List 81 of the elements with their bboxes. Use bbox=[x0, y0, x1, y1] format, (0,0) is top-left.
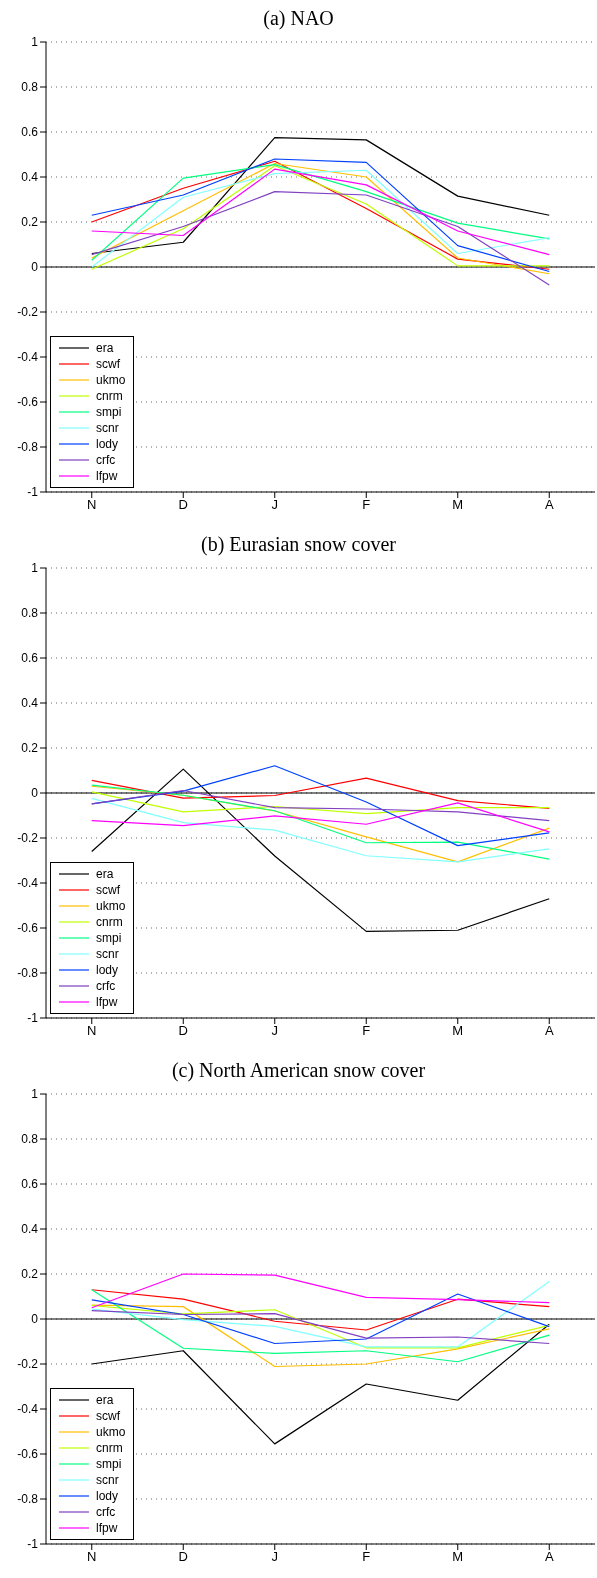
y-tick-label: 0.4 bbox=[21, 1222, 39, 1237]
legend-label: lfpw bbox=[96, 1521, 118, 1535]
y-tick-label: 0.6 bbox=[21, 125, 39, 140]
y-tick-label: 0.6 bbox=[21, 1177, 39, 1192]
y-tick-label: 0 bbox=[31, 260, 39, 275]
legend-label: crfc bbox=[96, 453, 116, 467]
y-tick-label: 0.2 bbox=[21, 215, 39, 230]
legend-label: scwf bbox=[96, 1409, 120, 1423]
legend-label: era bbox=[96, 867, 114, 881]
y-tick-label: -1 bbox=[27, 1011, 39, 1026]
y-tick-label: -0.6 bbox=[17, 1447, 39, 1462]
legend-label: lody bbox=[96, 1489, 119, 1503]
y-tick-label: -0.8 bbox=[17, 440, 39, 455]
y-tick-label: 1 bbox=[31, 1087, 39, 1102]
x-tick-label: F bbox=[362, 497, 371, 513]
legend-label: smpi bbox=[96, 931, 122, 945]
x-tick-label: N bbox=[87, 1549, 97, 1565]
x-tick-label: A bbox=[544, 497, 554, 513]
x-tick-label: A bbox=[544, 1023, 554, 1039]
y-tick-label: 0.8 bbox=[21, 606, 39, 621]
legend-label: lody bbox=[96, 437, 119, 451]
y-tick-label: 0.4 bbox=[21, 170, 39, 185]
legend-label: scnr bbox=[96, 1473, 119, 1487]
legend-label: ukmo bbox=[96, 373, 126, 387]
legend-label: lfpw bbox=[96, 469, 118, 483]
legend-label: crfc bbox=[96, 979, 116, 993]
y-tick-label: -1 bbox=[27, 485, 39, 500]
y-tick-label: -0.4 bbox=[17, 876, 39, 891]
legend-label: cnrm bbox=[96, 389, 123, 403]
y-tick-label: 1 bbox=[31, 35, 39, 50]
x-tick-label: F bbox=[362, 1023, 371, 1039]
chart-title: (c) North American snow cover bbox=[170, 1058, 427, 1084]
legend-label: lody bbox=[96, 963, 119, 977]
y-tick-label: 1 bbox=[31, 561, 39, 576]
y-tick-label: 0 bbox=[31, 786, 39, 801]
x-tick-label: M bbox=[452, 1549, 464, 1565]
y-tick-label: -0.4 bbox=[17, 1402, 39, 1417]
x-tick-label: N bbox=[87, 1023, 97, 1039]
y-tick-label: -0.8 bbox=[17, 966, 39, 981]
x-tick-label: J bbox=[271, 1023, 278, 1039]
legend-label: scnr bbox=[96, 421, 119, 435]
x-tick-label: M bbox=[452, 497, 464, 513]
legend-label: lfpw bbox=[96, 995, 118, 1009]
y-tick-label: -1 bbox=[27, 1537, 39, 1552]
legend-label: ukmo bbox=[96, 1425, 126, 1439]
legend-label: era bbox=[96, 1393, 114, 1407]
legend-label: scwf bbox=[96, 357, 120, 371]
y-tick-label: -0.2 bbox=[17, 1357, 39, 1372]
x-tick-label: M bbox=[452, 1023, 464, 1039]
legend-label: smpi bbox=[96, 1457, 122, 1471]
y-tick-label: 0 bbox=[31, 1312, 39, 1327]
legend-label: smpi bbox=[96, 405, 122, 419]
legend-label: cnrm bbox=[96, 1441, 123, 1455]
y-tick-label: -0.6 bbox=[17, 395, 39, 410]
y-tick-label: -0.4 bbox=[17, 350, 39, 365]
legend-label: era bbox=[96, 341, 114, 355]
y-tick-label: -0.2 bbox=[17, 305, 39, 320]
x-tick-label: F bbox=[362, 1549, 371, 1565]
chart-title: (b) Eurasian snow cover bbox=[200, 532, 397, 558]
x-tick-label: D bbox=[178, 1023, 188, 1039]
y-tick-label: 0.6 bbox=[21, 651, 39, 666]
x-tick-label: J bbox=[271, 1549, 278, 1565]
y-tick-label: 0.2 bbox=[21, 741, 39, 756]
y-tick-label: 0.8 bbox=[21, 1132, 39, 1147]
y-tick-label: -0.2 bbox=[17, 831, 39, 846]
legend-label: crfc bbox=[96, 1505, 116, 1519]
x-tick-label: D bbox=[178, 1549, 188, 1565]
legend-label: scnr bbox=[96, 947, 119, 961]
legend-label: scwf bbox=[96, 883, 120, 897]
y-tick-label: 0.8 bbox=[21, 80, 39, 95]
y-tick-label: 0.2 bbox=[21, 1267, 39, 1282]
x-tick-label: A bbox=[544, 1549, 554, 1565]
chart-title: (a) NAO bbox=[262, 6, 335, 32]
x-tick-label: N bbox=[87, 497, 97, 513]
y-tick-label: 0.4 bbox=[21, 696, 39, 711]
x-tick-label: J bbox=[271, 497, 278, 513]
legend-label: ukmo bbox=[96, 899, 126, 913]
y-tick-label: -0.6 bbox=[17, 921, 39, 936]
x-tick-label: D bbox=[178, 497, 188, 513]
y-tick-label: -0.8 bbox=[17, 1492, 39, 1507]
legend-label: cnrm bbox=[96, 915, 123, 929]
